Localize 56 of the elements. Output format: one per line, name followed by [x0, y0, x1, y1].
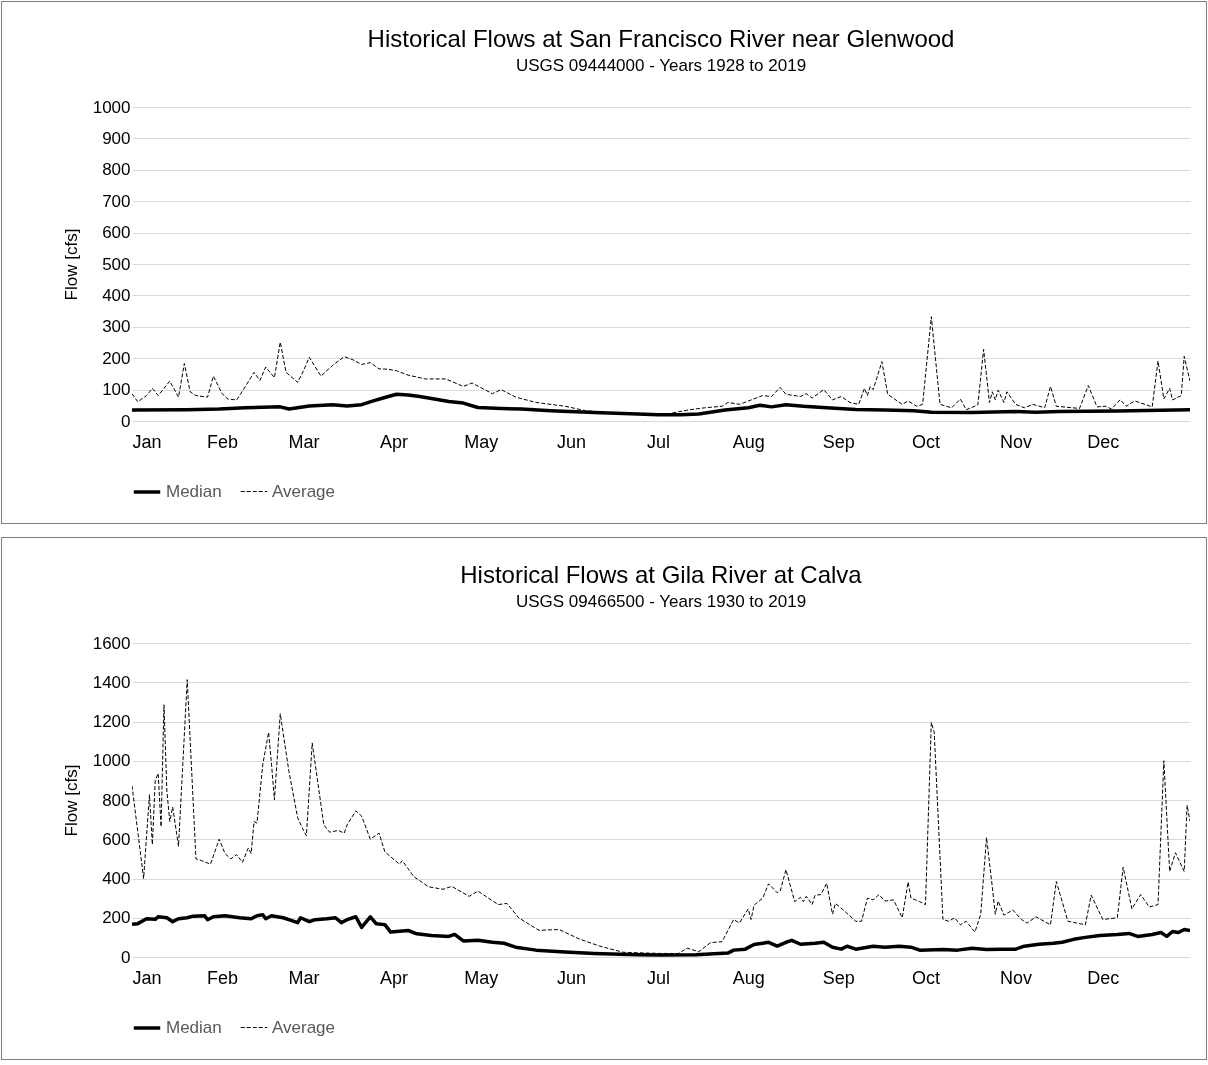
x-tick-label: Apr [380, 431, 409, 452]
x-tick-label: Feb [207, 431, 239, 452]
x-tick-label: Nov [1000, 967, 1033, 988]
y-tick-label: 700 [102, 191, 131, 211]
y-tick-label: 1600 [92, 633, 131, 653]
x-tick-label: Jun [556, 431, 586, 452]
chart-title: Historical Flows at Gila River at Calva [460, 561, 863, 588]
y-tick-label: 400 [102, 869, 131, 888]
y-tick-label: 900 [102, 128, 131, 148]
y-tick-label: 300 [102, 317, 131, 337]
x-tick-label: Nov [1000, 431, 1033, 452]
x-tick-label: Jul [647, 967, 671, 988]
x-tick-label: Oct [911, 967, 941, 988]
legend-label: Median [166, 1018, 222, 1037]
x-tick-label: Oct [911, 431, 941, 452]
x-tick-label: Apr [380, 967, 409, 988]
y-tick-label: 0 [121, 947, 131, 967]
x-tick-label: Aug [732, 967, 765, 988]
y-tick-label: 800 [102, 790, 131, 810]
x-tick-label: May [464, 431, 499, 452]
legend-label: Average [272, 1017, 336, 1037]
x-tick-label: Jan [132, 431, 162, 452]
x-tick-label: Mar [288, 967, 320, 988]
y-tick-label: 600 [102, 829, 131, 849]
y-tick-label: 200 [102, 908, 131, 928]
chart-subtitle: USGS 09466500 - Years 1930 to 2019 [515, 592, 807, 611]
y-tick-label: 100 [102, 380, 131, 400]
x-tick-label: Jan [132, 967, 162, 988]
x-tick-label: Dec [1087, 967, 1120, 988]
x-tick-label: Jun [556, 967, 586, 988]
y-axis-title: Flow [cfs] [61, 228, 81, 301]
y-tick-label: 600 [102, 223, 131, 243]
line-series [132, 316, 1190, 416]
y-tick-label: 400 [102, 285, 131, 305]
y-tick-label: 800 [102, 160, 131, 180]
x-tick-label: Mar [288, 431, 320, 452]
legend-label: Average [272, 481, 336, 501]
y-axis-title: Flow [cfs] [61, 764, 81, 837]
legend-label: Median [166, 482, 222, 501]
x-tick-label: May [464, 967, 499, 988]
x-tick-label: Dec [1087, 431, 1120, 452]
x-tick-label: Aug [732, 431, 765, 452]
y-tick-label: 0 [121, 411, 131, 431]
x-tick-label: Feb [207, 967, 239, 988]
y-tick-label: 1200 [92, 712, 131, 731]
x-tick-label: Sep [822, 431, 855, 452]
x-tick-label: Jul [647, 431, 671, 452]
y-tick-label: 1000 [92, 97, 131, 117]
chart-title: Historical Flows at San Francisco River near Glenwood [367, 25, 955, 52]
y-tick-label: 500 [102, 254, 131, 274]
y-tick-label: 1400 [92, 672, 131, 692]
y-tick-label: 200 [102, 348, 131, 368]
line-series [132, 679, 1190, 954]
y-tick-label: 1000 [92, 751, 131, 771]
chart-subtitle: USGS 09444000 - Years 1928 to 2019 [515, 56, 807, 75]
x-tick-label: Sep [822, 967, 855, 988]
